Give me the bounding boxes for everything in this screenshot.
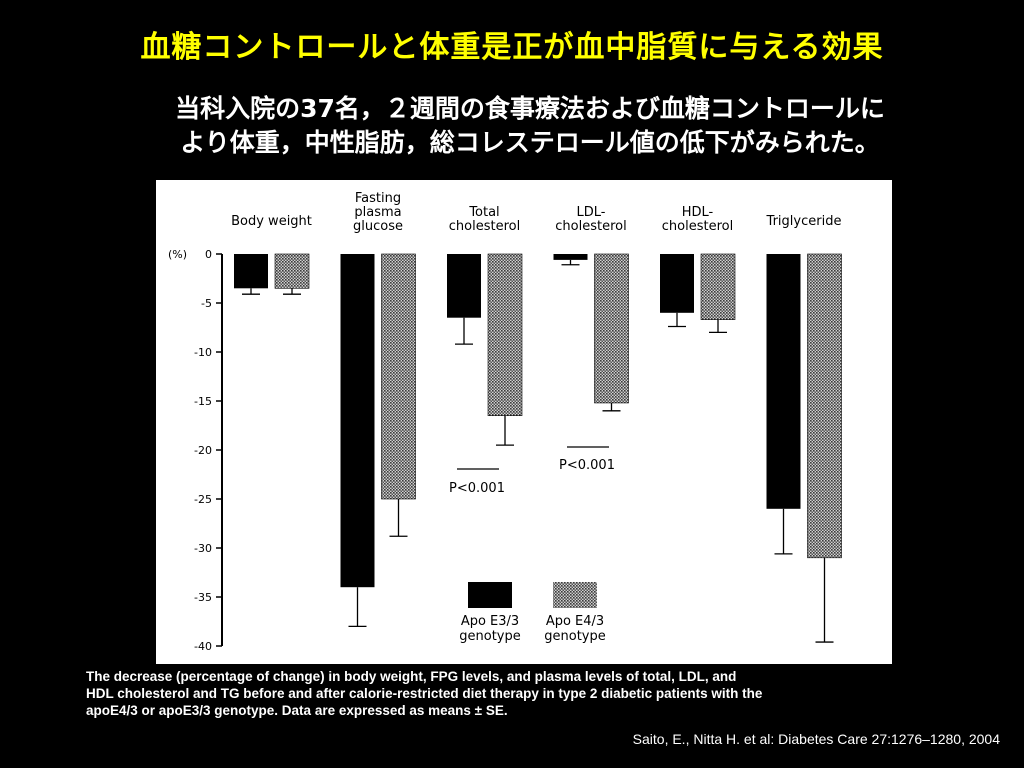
caption-line-2: HDL cholesterol and TG before and after … (86, 686, 763, 701)
y-tick-label: -20 (194, 444, 212, 457)
figure-caption: The decrease (percentage of change) in b… (86, 668, 966, 719)
y-tick-label: -40 (194, 640, 212, 653)
bar-chart: (%) 0 -5 -10 -15 -20 -25 -30 -35 -40 Body weight Fa… (168, 191, 842, 653)
category-label: plasma (354, 205, 401, 220)
legend-label: genotype (544, 629, 605, 644)
slide-subtitle: 当科入院の37名，２週間の食事療法および血糖コントロールに より体重，中性脂肪，… (70, 92, 990, 160)
bar-apoe33 (340, 254, 375, 588)
category-label: Triglyceride (766, 214, 842, 229)
category-label: LDL- (577, 205, 606, 220)
y-tick-label: -30 (194, 542, 212, 555)
y-axis-label: (%) (168, 248, 187, 261)
caption-line-3: apoE4/3 or apoE3/3 genotype. Data are ex… (86, 703, 508, 718)
p-value-label: P<0.001 (449, 481, 505, 496)
category-label: Total (468, 205, 499, 220)
y-tick-label: -35 (194, 591, 212, 604)
subtitle-line-1: 当科入院の37名，２週間の食事療法および血糖コントロールに (175, 94, 885, 123)
y-tick-label: -10 (194, 346, 212, 359)
bar-apoe33 (766, 254, 801, 509)
category-label: HDL- (682, 205, 714, 220)
category-label: cholesterol (449, 219, 520, 234)
y-tick-label: -15 (194, 395, 212, 408)
bar-apoe43 (700, 253, 736, 320)
bar-apoe33 (234, 254, 268, 289)
legend-swatch-apoe33 (468, 582, 512, 608)
caption-line-1: The decrease (percentage of change) in b… (86, 669, 737, 684)
subtitle-line-2: より体重，中性脂肪，総コレステロール値の低下がみられた。 (180, 128, 880, 157)
bar-apoe43 (381, 253, 416, 500)
legend-label: genotype (459, 629, 520, 644)
bar-apoe33 (553, 254, 588, 260)
bar-apoe43 (274, 253, 310, 289)
category-label: glucose (353, 219, 403, 234)
category-label: Body weight (231, 214, 312, 229)
chart-panel: (%) 0 -5 -10 -15 -20 -25 -30 -35 -40 Body weight Fa… (156, 180, 892, 664)
legend-label: Apo E4/3 (546, 614, 604, 629)
bar-apoe43 (594, 253, 629, 404)
legend-swatch-apoe43 (553, 582, 597, 608)
y-tick-label: 0 (205, 248, 212, 261)
legend-label: Apo E3/3 (461, 614, 519, 629)
bar-apoe43 (487, 253, 523, 416)
category-label: cholesterol (662, 219, 733, 234)
bar-apoe43 (807, 253, 842, 559)
category-label: cholesterol (555, 219, 626, 234)
y-tick-label: -25 (194, 493, 212, 506)
y-tick-label: -5 (201, 297, 212, 310)
citation: Saito, E., Nitta H. et al: Diabetes Care… (632, 731, 1000, 747)
bar-apoe33 (660, 254, 694, 313)
p-value-label: P<0.001 (559, 458, 615, 473)
slide-title: 血糖コントロールと体重是正が血中脂質に与える効果 (140, 30, 884, 65)
bar-apoe33 (447, 254, 481, 318)
category-label: Fasting (355, 191, 401, 206)
